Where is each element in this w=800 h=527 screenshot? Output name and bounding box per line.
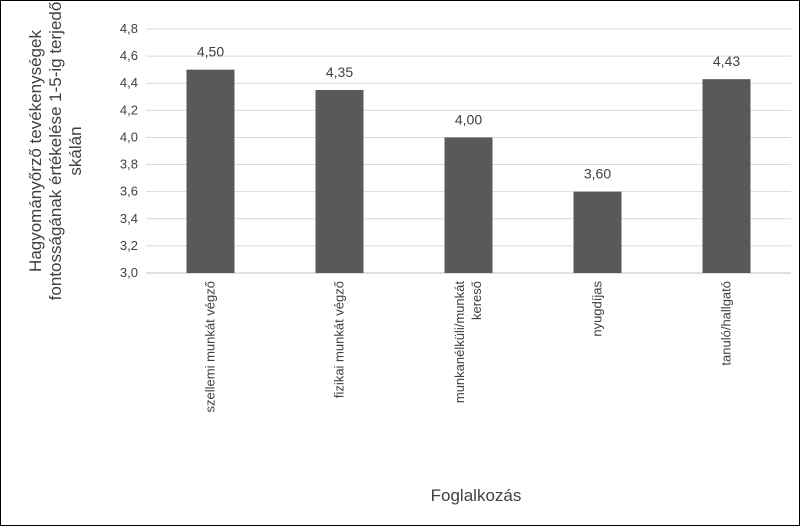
y-tick-label: 3,0 <box>120 265 138 280</box>
y-tick-label: 4,4 <box>120 75 138 90</box>
bars <box>186 69 751 274</box>
data-label: 3,60 <box>584 166 611 182</box>
x-category-label: nyugdíjas <box>590 281 605 337</box>
data-label: 4,00 <box>455 111 482 127</box>
y-axis-title-line: skálán <box>66 126 85 175</box>
y-axis-title: Hagyományőrző tevékenységekfontosságának… <box>26 2 85 301</box>
bar <box>573 191 622 273</box>
y-tick-label: 4,6 <box>120 48 138 63</box>
x-category-label: szellemi munkát végző <box>203 281 218 413</box>
bar <box>444 137 493 273</box>
data-label: 4,50 <box>197 44 224 60</box>
x-category-label: tanuló/hallgató <box>719 281 734 366</box>
y-tick-label: 4,0 <box>120 129 138 144</box>
x-axis-categories: szellemi munkát végző fizikai munkát végz… <box>203 281 734 413</box>
x-category-label: kereső <box>469 281 484 320</box>
bar <box>186 69 235 274</box>
y-tick-label: 3,6 <box>120 184 138 199</box>
x-axis-title: Foglalkozás <box>431 486 522 505</box>
x-category-label: munkanélküli/munkát <box>452 281 467 404</box>
y-tick-label: 4,2 <box>120 102 138 117</box>
data-label: 4,35 <box>326 64 353 80</box>
y-axis-ticks: 3,0 3,2 3,4 3,6 3,8 4,0 4,2 4,4 4,6 4,8 <box>120 21 138 280</box>
y-tick-label: 3,2 <box>120 238 138 253</box>
data-label: 4,43 <box>713 53 740 69</box>
y-axis-title-line: Hagyományőrző tevékenységek <box>26 30 45 272</box>
data-labels: 4,50 4,35 4,00 3,60 4,43 <box>197 44 740 182</box>
bar <box>702 79 751 274</box>
y-tick-label: 3,4 <box>120 211 138 226</box>
y-tick-label: 4,8 <box>120 21 138 36</box>
y-axis-title-line: fontosságának értékelése 1-5-ig terjedő <box>46 2 65 301</box>
bar <box>315 90 364 273</box>
x-category-label: fizikai munkát végző <box>332 281 347 398</box>
y-tick-label: 3,8 <box>120 157 138 172</box>
